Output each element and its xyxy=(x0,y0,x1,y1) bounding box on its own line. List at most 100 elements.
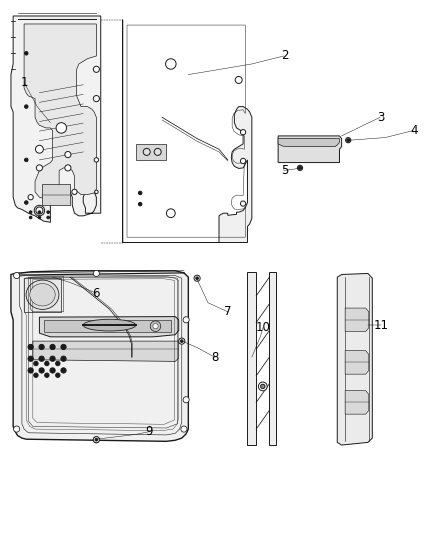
Circle shape xyxy=(194,275,200,281)
Circle shape xyxy=(25,105,28,108)
Circle shape xyxy=(93,437,99,443)
Circle shape xyxy=(25,201,28,204)
Circle shape xyxy=(39,344,44,350)
Circle shape xyxy=(39,356,44,361)
Circle shape xyxy=(258,382,267,391)
Circle shape xyxy=(143,148,150,156)
Circle shape xyxy=(36,165,42,171)
Circle shape xyxy=(47,216,49,219)
Circle shape xyxy=(94,158,99,162)
Circle shape xyxy=(56,373,60,377)
Circle shape xyxy=(261,384,265,389)
Polygon shape xyxy=(42,184,70,205)
Circle shape xyxy=(235,76,242,84)
Circle shape xyxy=(240,130,246,135)
Polygon shape xyxy=(345,351,369,374)
Circle shape xyxy=(93,95,99,102)
Circle shape xyxy=(28,344,33,350)
Circle shape xyxy=(28,368,33,373)
Circle shape xyxy=(196,277,198,279)
Polygon shape xyxy=(136,144,166,160)
Circle shape xyxy=(29,216,32,219)
Circle shape xyxy=(50,344,55,350)
Text: 7: 7 xyxy=(224,305,232,318)
Text: 2: 2 xyxy=(281,50,289,62)
Circle shape xyxy=(45,361,49,366)
Text: 1: 1 xyxy=(20,76,28,89)
Text: 6: 6 xyxy=(92,287,100,300)
Circle shape xyxy=(50,368,55,373)
Circle shape xyxy=(56,123,67,133)
Polygon shape xyxy=(269,272,276,445)
Circle shape xyxy=(240,201,246,206)
Text: 4: 4 xyxy=(410,124,418,137)
Polygon shape xyxy=(123,20,252,243)
Polygon shape xyxy=(33,341,179,361)
Polygon shape xyxy=(24,24,96,198)
Circle shape xyxy=(166,209,175,217)
Polygon shape xyxy=(345,391,369,414)
Polygon shape xyxy=(11,16,101,222)
Circle shape xyxy=(61,344,66,350)
Polygon shape xyxy=(278,136,342,163)
Circle shape xyxy=(297,165,303,171)
Circle shape xyxy=(150,321,161,332)
Circle shape xyxy=(56,361,60,366)
Text: 3: 3 xyxy=(378,111,385,124)
Circle shape xyxy=(35,146,43,153)
Circle shape xyxy=(347,139,350,141)
Circle shape xyxy=(93,66,99,72)
Circle shape xyxy=(93,437,99,443)
Circle shape xyxy=(25,52,28,55)
Circle shape xyxy=(138,191,142,195)
Circle shape xyxy=(61,368,66,373)
Circle shape xyxy=(38,211,41,213)
Circle shape xyxy=(28,356,33,361)
Circle shape xyxy=(299,167,301,169)
Polygon shape xyxy=(337,273,372,445)
Circle shape xyxy=(14,272,20,279)
Circle shape xyxy=(65,151,71,158)
Circle shape xyxy=(61,356,66,361)
Circle shape xyxy=(34,361,38,366)
Circle shape xyxy=(180,340,183,342)
Circle shape xyxy=(28,195,33,200)
Circle shape xyxy=(36,207,43,214)
Polygon shape xyxy=(278,139,339,147)
Circle shape xyxy=(45,373,49,377)
Circle shape xyxy=(240,158,246,164)
Circle shape xyxy=(39,368,44,373)
Polygon shape xyxy=(39,317,179,337)
Circle shape xyxy=(95,190,98,193)
Polygon shape xyxy=(247,272,256,445)
Polygon shape xyxy=(24,278,61,312)
Circle shape xyxy=(346,138,351,143)
Ellipse shape xyxy=(26,280,59,309)
Circle shape xyxy=(95,439,98,441)
Circle shape xyxy=(65,165,71,171)
Circle shape xyxy=(166,59,176,69)
Circle shape xyxy=(72,189,77,195)
Circle shape xyxy=(34,373,38,377)
Circle shape xyxy=(93,270,99,277)
Circle shape xyxy=(183,317,189,323)
Polygon shape xyxy=(345,308,369,332)
Text: 5: 5 xyxy=(281,164,288,177)
Circle shape xyxy=(138,203,142,206)
Text: 10: 10 xyxy=(255,321,270,334)
Circle shape xyxy=(50,356,55,361)
Circle shape xyxy=(47,211,49,213)
Circle shape xyxy=(38,216,41,219)
Ellipse shape xyxy=(83,319,136,331)
Circle shape xyxy=(25,158,28,161)
Circle shape xyxy=(29,211,32,213)
Circle shape xyxy=(183,397,189,403)
Polygon shape xyxy=(11,271,188,441)
Text: 9: 9 xyxy=(145,425,153,438)
Circle shape xyxy=(34,205,45,216)
Text: 8: 8 xyxy=(211,351,218,364)
Circle shape xyxy=(181,426,187,432)
Ellipse shape xyxy=(30,284,55,306)
Circle shape xyxy=(50,192,55,197)
Polygon shape xyxy=(44,320,171,332)
